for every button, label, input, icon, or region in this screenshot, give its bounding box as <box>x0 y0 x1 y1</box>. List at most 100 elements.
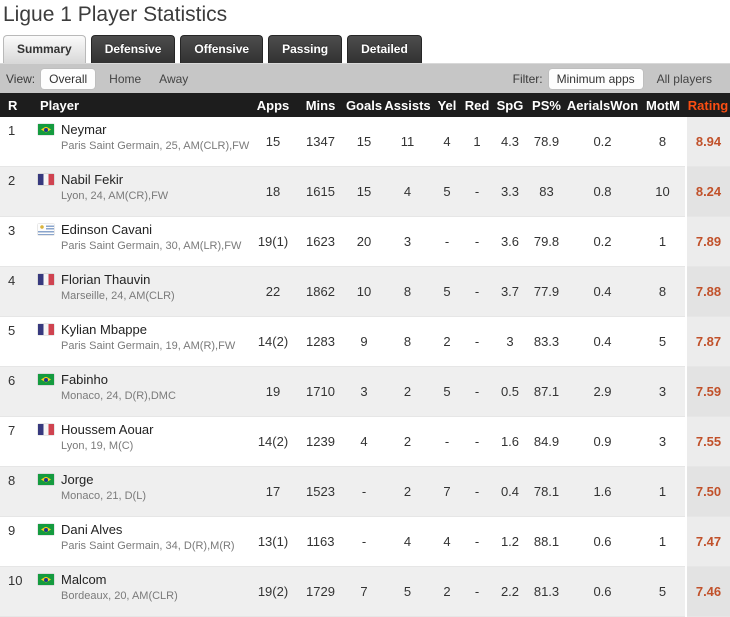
tab-offensive[interactable]: Offensive <box>180 35 264 63</box>
motm-cell: 1 <box>640 516 686 567</box>
col-header-red[interactable]: Red <box>462 93 492 117</box>
player-name-line: Nabil Fekir <box>38 172 250 187</box>
red-cards-cell: - <box>462 566 492 617</box>
country-flag-icon <box>38 274 54 285</box>
col-header-apps[interactable]: Apps <box>250 93 296 117</box>
aerials-won-cell: 0.2 <box>565 117 640 167</box>
shots-per-game-cell: 1.2 <box>492 516 528 567</box>
country-flag-icon <box>38 174 54 185</box>
col-header-ps[interactable]: PS% <box>528 93 565 117</box>
aerials-won-cell: 1.6 <box>565 466 640 517</box>
assists-cell: 2 <box>383 366 432 417</box>
shots-per-game-cell: 0.5 <box>492 366 528 417</box>
tab-passing[interactable]: Passing <box>268 35 343 63</box>
red-cards-cell: - <box>462 166 492 217</box>
player-meta: Monaco, 21, D(L) <box>61 490 146 502</box>
mins-cell: 1347 <box>296 117 345 167</box>
shots-per-game-cell: 2.2 <box>492 566 528 617</box>
player-cell: Neymar Paris Saint Germain, 25, AM(CLR),… <box>30 117 250 167</box>
rank-cell: 10 <box>0 566 30 617</box>
aerials-won-cell: 0.2 <box>565 216 640 267</box>
player-name-link[interactable]: Houssem Aouar <box>61 422 154 437</box>
red-cards-cell: - <box>462 216 492 267</box>
red-cards-cell: - <box>462 416 492 467</box>
apps-cell: 18 <box>250 166 296 217</box>
filter-option-minimum-apps[interactable]: Minimum apps <box>548 68 643 89</box>
country-flag-icon <box>38 324 54 335</box>
player-name-line: Fabinho <box>38 372 250 387</box>
col-header-rank[interactable]: R <box>0 93 30 117</box>
col-header-mins[interactable]: Mins <box>296 93 345 117</box>
player-name-link[interactable]: Nabil Fekir <box>61 172 124 187</box>
player-name-link[interactable]: Kylian Mbappe <box>61 322 147 337</box>
motm-cell: 8 <box>640 117 686 167</box>
apps-cell: 13(1) <box>250 516 296 567</box>
rating-cell: 7.50 <box>685 466 730 517</box>
col-header-spg[interactable]: SpG <box>492 93 528 117</box>
rank-cell: 8 <box>0 466 30 517</box>
rank-cell: 4 <box>0 266 30 317</box>
col-header-assists[interactable]: Assists <box>383 93 432 117</box>
player-cell: Kylian Mbappe Paris Saint Germain, 19, A… <box>30 316 250 367</box>
motm-cell: 5 <box>640 316 686 367</box>
col-header-rating[interactable]: Rating <box>686 93 730 117</box>
col-header-goals[interactable]: Goals <box>345 93 383 117</box>
goals-cell: 10 <box>345 266 383 317</box>
goals-cell: - <box>345 516 383 567</box>
yellow-cards-cell: 5 <box>432 166 462 217</box>
player-stats-table: R Player Apps Mins Goals Assists Yel Red… <box>0 93 730 617</box>
rank-cell: 7 <box>0 416 30 467</box>
pass-success-cell: 77.9 <box>528 266 565 317</box>
table-header-row: R Player Apps Mins Goals Assists Yel Red… <box>0 93 730 117</box>
rating-cell: 8.24 <box>685 166 730 217</box>
assists-cell: 2 <box>383 466 432 517</box>
apps-cell: 19 <box>250 366 296 417</box>
player-name-link[interactable]: Edinson Cavani <box>61 222 153 237</box>
shots-per-game-cell: 1.6 <box>492 416 528 467</box>
motm-cell: 3 <box>640 366 686 417</box>
view-option-away[interactable]: Away <box>159 71 189 86</box>
player-name-link[interactable]: Florian Thauvin <box>61 272 151 287</box>
filter-option-all-players[interactable]: All players <box>656 71 712 86</box>
player-name-link[interactable]: Jorge <box>61 472 94 487</box>
pass-success-cell: 79.8 <box>528 216 565 267</box>
tab-detailed[interactable]: Detailed <box>347 35 422 63</box>
tab-defensive[interactable]: Defensive <box>90 35 176 63</box>
player-meta: Lyon, 19, M(C) <box>61 440 134 452</box>
apps-cell: 17 <box>250 466 296 517</box>
rank-cell: 2 <box>0 166 30 217</box>
col-header-yel[interactable]: Yel <box>432 93 462 117</box>
player-name-link[interactable]: Malcom <box>61 572 107 587</box>
table-row: 2 Nabil Fekir Lyon, 24, AM(CR),FW 18 161… <box>0 166 730 217</box>
red-cards-cell: - <box>462 266 492 317</box>
rank-cell: 9 <box>0 516 30 567</box>
col-header-motm[interactable]: MotM <box>640 93 686 117</box>
view-option-overall[interactable]: Overall <box>41 68 96 89</box>
player-cell: Fabinho Monaco, 24, D(R),DMC <box>30 366 250 417</box>
apps-cell: 14(2) <box>250 416 296 467</box>
player-name-link[interactable]: Fabinho <box>61 372 108 387</box>
rating-cell: 7.47 <box>685 516 730 567</box>
yellow-cards-cell: 5 <box>432 366 462 417</box>
goals-cell: 4 <box>345 416 383 467</box>
rating-cell: 7.55 <box>685 416 730 467</box>
pass-success-cell: 83 <box>528 166 565 217</box>
col-header-player[interactable]: Player <box>30 93 250 117</box>
view-option-home[interactable]: Home <box>109 71 142 86</box>
col-header-aerialswon[interactable]: AerialsWon <box>565 93 640 117</box>
table-row: 8 Jorge Monaco, 21, D(L) 17 1523 - 2 7 -… <box>0 466 730 517</box>
player-table-body: 1 Neymar Paris Saint Germain, 25, AM(CLR… <box>0 117 730 617</box>
country-flag-icon <box>38 124 54 135</box>
country-flag-icon <box>38 474 54 485</box>
assists-cell: 3 <box>383 216 432 267</box>
pass-success-cell: 78.9 <box>528 117 565 167</box>
table-row: 4 Florian Thauvin Marseille, 24, AM(CLR)… <box>0 266 730 317</box>
table-row: 5 Kylian Mbappe Paris Saint Germain, 19,… <box>0 316 730 367</box>
tab-summary[interactable]: Summary <box>3 35 86 63</box>
goals-cell: 7 <box>345 566 383 617</box>
player-name-link[interactable]: Neymar <box>61 122 107 137</box>
motm-cell: 8 <box>640 266 686 317</box>
player-name-link[interactable]: Dani Alves <box>61 522 123 537</box>
aerials-won-cell: 2.9 <box>565 366 640 417</box>
aerials-won-cell: 0.4 <box>565 266 640 317</box>
